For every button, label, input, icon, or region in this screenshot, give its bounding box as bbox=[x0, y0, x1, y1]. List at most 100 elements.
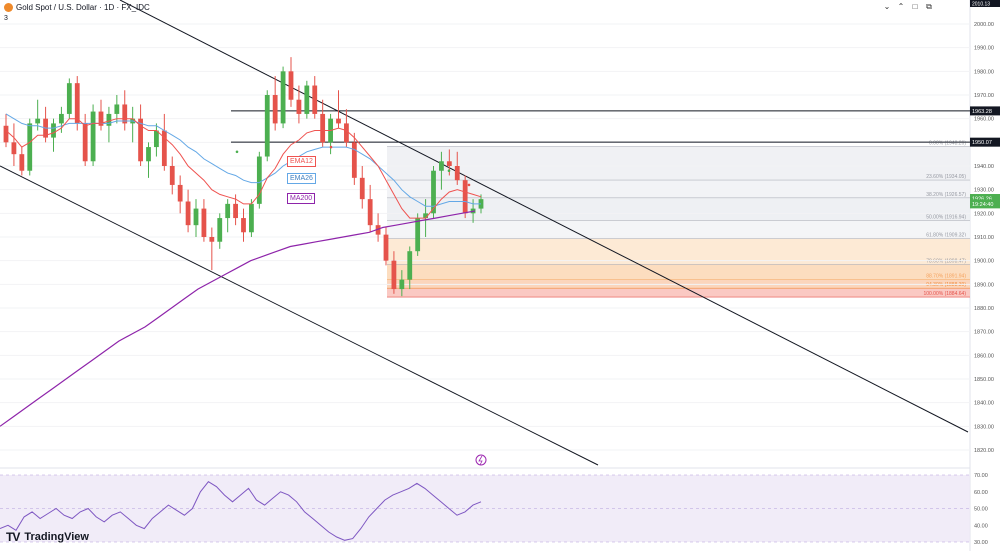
candle-body bbox=[193, 208, 199, 226]
candle-body bbox=[201, 208, 207, 237]
signal-dot bbox=[447, 169, 451, 173]
candle-body bbox=[233, 203, 238, 219]
candle-body bbox=[272, 95, 278, 124]
y-tick-label: 1870.00 bbox=[974, 330, 994, 336]
indicator-count[interactable]: 3 bbox=[4, 15, 8, 22]
ma200-label: MA200 bbox=[287, 193, 316, 204]
signal-dot bbox=[329, 145, 333, 149]
y-tick-label: 1990.00 bbox=[974, 46, 994, 52]
tradingview-mark-icon: TV bbox=[6, 530, 20, 544]
candle-body bbox=[59, 113, 64, 124]
y-tick-label: 1970.00 bbox=[974, 93, 994, 99]
y-tick-label: 1840.00 bbox=[974, 401, 994, 407]
fib-level-label: 23.60% (1934.05) bbox=[926, 174, 966, 180]
price-tag-label: 2010.13 bbox=[972, 2, 990, 8]
candle-body bbox=[82, 123, 88, 162]
rsi-tick-label: 50.00 bbox=[974, 507, 988, 513]
window-buttons: ⌄ ⌃ □ ⧉ bbox=[882, 2, 934, 12]
candle-body bbox=[3, 125, 9, 143]
ema26-label: EMA26 bbox=[287, 173, 316, 184]
y-tick-label: 2000.00 bbox=[974, 22, 994, 28]
candle-body bbox=[66, 83, 72, 114]
fib-level-label: 100.00% (1884.64) bbox=[923, 291, 966, 297]
tradingview-logo[interactable]: TV TradingView bbox=[6, 530, 89, 544]
fib-level-label: 38.20% (1926.57) bbox=[926, 192, 966, 198]
rsi-line bbox=[0, 481, 482, 541]
candle-body bbox=[375, 225, 381, 235]
restore-icon[interactable]: ⧉ bbox=[926, 2, 932, 11]
ma200-line bbox=[0, 210, 476, 427]
candle-body bbox=[312, 85, 318, 114]
channel-lower-line bbox=[0, 165, 599, 466]
candle-body bbox=[344, 123, 349, 143]
gold-logo-icon bbox=[4, 3, 13, 12]
y-tick-label: 1850.00 bbox=[974, 377, 994, 383]
candle-body bbox=[241, 218, 246, 233]
price-tag bbox=[970, 0, 1000, 7]
candle-body bbox=[264, 95, 270, 157]
fib-level-label: 78.60% (1898.47) bbox=[926, 258, 966, 264]
y-tick-label: 1900.00 bbox=[974, 259, 994, 265]
y-tick-label: 1910.00 bbox=[974, 235, 994, 241]
fib-zone bbox=[387, 288, 970, 298]
price-tag-label: 19:24:40 bbox=[972, 202, 993, 208]
candle-body bbox=[161, 130, 167, 166]
y-tick-label: 1930.00 bbox=[974, 188, 994, 194]
candle-body bbox=[90, 111, 96, 162]
fib-level-label: 50.00% (1916.94) bbox=[926, 215, 966, 221]
candle-body bbox=[35, 118, 41, 124]
price-tag bbox=[970, 199, 1000, 209]
candle-body bbox=[225, 203, 231, 219]
collapse-up-icon[interactable]: ⌃ bbox=[897, 2, 905, 11]
candle-body bbox=[98, 111, 104, 126]
y-tick-label: 1820.00 bbox=[974, 448, 994, 454]
price-tag bbox=[970, 137, 1000, 147]
candle-body bbox=[446, 161, 452, 166]
y-tick-label: 1980.00 bbox=[974, 69, 994, 75]
price-tag bbox=[970, 106, 1000, 116]
channel-upper-line bbox=[119, 0, 969, 433]
candle-body bbox=[391, 260, 397, 290]
fib-level-label: 88.70% (1891.94) bbox=[926, 274, 966, 280]
candle-body bbox=[431, 170, 436, 214]
fib-level-label: 94.30% (1888.39) bbox=[926, 282, 966, 288]
y-tick-label: 1890.00 bbox=[974, 282, 994, 288]
candle-body bbox=[415, 218, 421, 252]
symbol-label: Gold Spot / U.S. Dollar · 1D · FX_IDC bbox=[16, 3, 150, 12]
candle-body bbox=[11, 142, 17, 155]
fib-zone bbox=[387, 180, 970, 198]
candle-body bbox=[351, 142, 357, 178]
rsi-tick-label: 30.00 bbox=[974, 540, 988, 546]
candle-body bbox=[209, 237, 215, 242]
ema26-line bbox=[5, 113, 481, 207]
chart-header: Gold Spot / U.S. Dollar · 1D · FX_IDC 3 … bbox=[0, 0, 968, 26]
candle-body bbox=[367, 199, 373, 226]
collapse-down-icon[interactable]: ⌄ bbox=[883, 2, 891, 11]
candle-body bbox=[27, 123, 33, 171]
y-tick-label: 1860.00 bbox=[974, 353, 994, 359]
candle-body bbox=[383, 234, 389, 261]
candle-body bbox=[154, 130, 159, 148]
candle-body bbox=[138, 118, 143, 162]
candle-body bbox=[185, 201, 191, 226]
y-tick-label: 1880.00 bbox=[974, 306, 994, 312]
candle-body bbox=[288, 71, 294, 100]
candle-body bbox=[296, 99, 302, 114]
price-tag-label: 1950.07 bbox=[972, 140, 992, 146]
maximize-icon[interactable]: □ bbox=[912, 2, 918, 11]
candle-body bbox=[280, 71, 286, 124]
price-tag-label: 1963.28 bbox=[972, 109, 992, 115]
signal-dot bbox=[467, 183, 471, 187]
candle-body bbox=[462, 180, 468, 214]
candle-body bbox=[336, 118, 341, 124]
symbol-title[interactable]: Gold Spot / U.S. Dollar · 1D · FX_IDC bbox=[0, 0, 150, 12]
candle-body bbox=[439, 161, 444, 171]
candle-body bbox=[114, 104, 120, 114]
rsi-band bbox=[0, 475, 970, 542]
y-tick-label: 1920.00 bbox=[974, 211, 994, 217]
fib-level-label: 61.80% (1909.32) bbox=[926, 233, 966, 239]
candle-body bbox=[19, 154, 25, 171]
ema12-line bbox=[5, 118, 482, 219]
candle-body bbox=[106, 113, 112, 126]
